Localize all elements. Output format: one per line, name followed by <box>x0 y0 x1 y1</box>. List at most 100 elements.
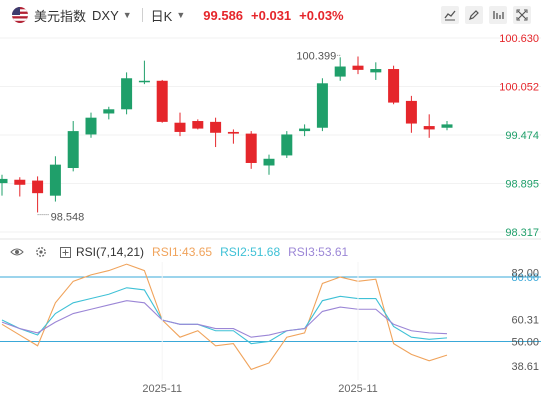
candle-body <box>0 178 8 184</box>
fullscreen-icon[interactable] <box>513 6 531 24</box>
candle <box>14 177 26 197</box>
price-tick-label: 100.630 <box>499 33 539 45</box>
rsi-tick-label: 38.61 <box>511 361 539 373</box>
candle <box>299 124 311 137</box>
candle-body <box>281 134 293 156</box>
candle-body <box>192 121 204 129</box>
candle-body <box>14 179 26 185</box>
date-label: 2025-11 <box>338 383 378 395</box>
candle-body <box>316 83 328 128</box>
candle-body <box>299 128 311 132</box>
candle-body <box>174 122 186 132</box>
instrument-code[interactable]: DXY <box>92 7 119 23</box>
last-price: 99.586 <box>203 7 244 23</box>
price-grid <box>0 37 541 233</box>
candle-body <box>210 121 222 133</box>
us-flag-icon <box>12 7 28 23</box>
candle <box>174 112 186 137</box>
candle-body <box>334 66 346 77</box>
candle-body <box>423 126 435 130</box>
candle <box>103 106 115 120</box>
rsi-tick-label: 82.00 <box>511 268 539 280</box>
rsi-title: RSI(7,14,21) <box>76 245 145 259</box>
candle-body <box>103 109 115 114</box>
candle <box>370 62 382 80</box>
rsi-reference-label: 80.00 <box>511 272 539 284</box>
candle <box>32 176 44 213</box>
quote-header: 美元指数 DXY ▼ 日K ▼ 99.586 +0.031 +0.03% <box>0 0 541 30</box>
rsi-series <box>1 263 448 371</box>
rsi2-value: RSI2:51.68 <box>220 245 281 259</box>
rsi-line-rsi1 <box>1 263 448 371</box>
candle <box>334 57 346 81</box>
candle-body <box>405 100 417 124</box>
candle <box>138 60 150 85</box>
indicator-icon[interactable] <box>489 6 507 24</box>
chevron-down-icon[interactable]: ▼ <box>122 10 132 20</box>
header-divider <box>141 8 143 22</box>
price-change-percent: +0.03% <box>299 7 344 23</box>
candle <box>192 119 204 130</box>
price-change: +0.031 <box>251 7 292 23</box>
candle <box>49 156 61 202</box>
rsi-header: RSI(7,14,21) RSI1:43.65 RSI2:51.68 RSI3:… <box>0 243 348 261</box>
instrument-name: 美元指数 <box>34 8 87 24</box>
candle <box>156 79 168 123</box>
candle <box>0 174 8 196</box>
candle <box>245 131 257 169</box>
candle <box>281 131 293 158</box>
rsi-line-rsi2 <box>1 287 448 345</box>
expand-box-icon[interactable] <box>58 245 72 259</box>
price-tick-label: 98.317 <box>505 227 539 239</box>
candle <box>405 95 417 133</box>
low-annotation: 98.548 <box>51 212 85 224</box>
price-axis: 100.630 100.052 99.474 98.895 98.317 <box>499 33 539 239</box>
rsi-tick-label: 60.31 <box>511 314 539 326</box>
rsi-tick-label: 50.00 <box>511 336 539 348</box>
price-tick-label: 100.052 <box>499 81 539 93</box>
candle-body <box>441 124 453 128</box>
eye-icon[interactable] <box>10 245 24 259</box>
candle-body <box>85 117 97 135</box>
candle-body <box>49 164 61 196</box>
date-axis: 2025-11 2025-11 <box>142 262 378 395</box>
candle <box>85 112 97 138</box>
candle <box>67 121 79 172</box>
candle <box>423 114 435 138</box>
rsi-line-rsi3 <box>1 300 448 338</box>
candle-body <box>245 133 257 163</box>
candlestick-series <box>0 56 453 213</box>
candle <box>121 72 133 115</box>
candle <box>441 121 453 131</box>
candle <box>210 117 222 148</box>
line-chart-icon[interactable] <box>441 6 459 24</box>
candle-body <box>263 158 275 166</box>
price-tick-label: 98.895 <box>505 179 539 191</box>
rsi-grid <box>0 276 541 342</box>
candle-body <box>32 180 44 194</box>
settings-gear-icon[interactable] <box>34 245 48 259</box>
draw-pen-icon[interactable] <box>465 6 483 24</box>
candle-body <box>352 65 364 70</box>
candle-body <box>388 69 400 103</box>
chevron-down-icon[interactable]: ▼ <box>176 10 186 20</box>
candle-body <box>121 78 133 110</box>
rsi3-value: RSI3:53.61 <box>288 245 349 259</box>
candle-body <box>138 80 150 83</box>
candle <box>227 129 239 144</box>
candle-body <box>370 69 382 73</box>
candle-body <box>67 131 79 169</box>
candle <box>388 65 400 105</box>
candle-body <box>227 131 239 134</box>
price-tick-label: 99.474 <box>505 130 539 142</box>
price-annotations: 100.399 98.548 <box>37 50 341 224</box>
high-annotation: 100.399 <box>296 50 336 62</box>
candle <box>352 56 364 75</box>
candle-body <box>156 80 168 122</box>
chart-toolbar <box>441 6 531 24</box>
date-label: 2025-11 <box>142 383 182 395</box>
rsi1-value: RSI1:43.65 <box>152 245 213 259</box>
period-selector[interactable]: 日K <box>150 8 173 24</box>
